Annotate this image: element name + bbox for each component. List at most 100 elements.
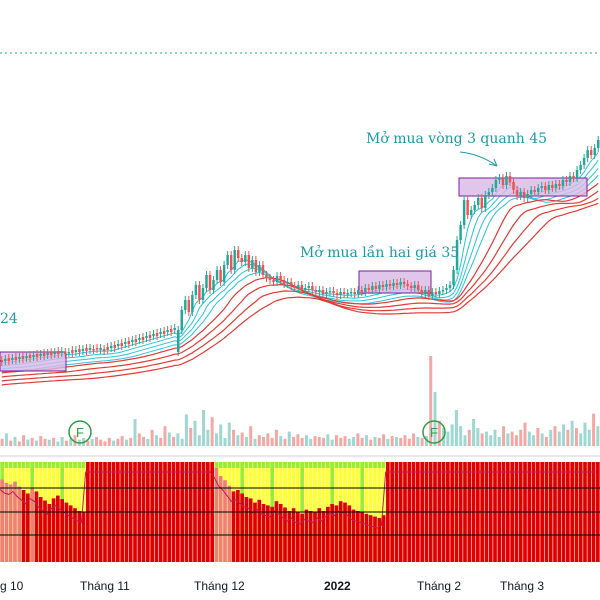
candle-body bbox=[304, 288, 307, 290]
candle-body bbox=[311, 286, 314, 290]
candle-body bbox=[505, 176, 508, 185]
osc-top-bar bbox=[321, 462, 326, 468]
candle-body bbox=[64, 352, 67, 354]
volume-bar bbox=[257, 435, 261, 446]
candle-body bbox=[148, 335, 152, 338]
osc-value-bar bbox=[278, 504, 283, 562]
candle-body bbox=[431, 292, 434, 296]
volume-bar bbox=[274, 429, 278, 446]
osc-value-bar bbox=[338, 501, 343, 562]
volume-bar bbox=[64, 440, 68, 446]
volume-bar bbox=[433, 392, 437, 446]
ma-slow-line bbox=[1, 202, 599, 386]
candle-body bbox=[402, 282, 406, 284]
candle-body bbox=[434, 292, 438, 294]
candle-body bbox=[233, 250, 236, 270]
candle-body bbox=[441, 290, 445, 292]
osc-top-bar bbox=[300, 462, 304, 468]
osc-top-bar bbox=[244, 462, 249, 468]
volume-bar bbox=[326, 434, 330, 446]
candle-body bbox=[57, 351, 60, 354]
osc-top-bar bbox=[30, 462, 34, 468]
candle-body bbox=[109, 346, 113, 348]
volume-bar bbox=[343, 436, 347, 446]
osc-value-bar bbox=[364, 513, 369, 562]
osc-value-bar bbox=[356, 511, 360, 562]
candle-body bbox=[332, 291, 335, 293]
osc-top-bar bbox=[296, 462, 300, 468]
volume-bar bbox=[163, 426, 167, 446]
candle-body bbox=[74, 350, 78, 352]
candle-body bbox=[353, 292, 356, 294]
volume-bar bbox=[566, 429, 570, 446]
volume-bar bbox=[172, 437, 176, 446]
candle-body bbox=[551, 185, 554, 188]
osc-top-bar bbox=[77, 462, 82, 468]
osc-value-bar bbox=[26, 493, 30, 562]
ma-slow-line bbox=[1, 182, 599, 374]
candle-body bbox=[145, 336, 148, 338]
osc-value-bar bbox=[30, 488, 34, 562]
volume-bar bbox=[52, 437, 56, 446]
volume-bar bbox=[527, 431, 531, 446]
candle-body bbox=[540, 186, 543, 188]
candle-body bbox=[286, 282, 289, 284]
volume-bar bbox=[407, 438, 411, 446]
candle-body bbox=[120, 343, 123, 346]
osc-top-bar bbox=[356, 462, 360, 468]
candle-body bbox=[268, 278, 272, 280]
candle-body bbox=[325, 292, 328, 294]
volume-bar bbox=[150, 429, 154, 446]
osc-top-bar bbox=[338, 462, 343, 468]
volume-bar bbox=[596, 426, 600, 446]
candle-body bbox=[162, 331, 166, 334]
ma-slow-line bbox=[1, 190, 599, 378]
candle-body bbox=[11, 358, 14, 360]
volume-bar bbox=[304, 435, 308, 446]
osc-value-bar bbox=[223, 480, 227, 562]
volume-bar bbox=[206, 429, 210, 446]
osc-top-bar bbox=[330, 462, 334, 468]
volume-bar bbox=[232, 429, 236, 446]
candle-body bbox=[300, 285, 303, 290]
candle-body bbox=[459, 225, 462, 240]
candle-body bbox=[477, 198, 480, 205]
osc-value-bar bbox=[231, 491, 236, 562]
candle-body bbox=[85, 348, 88, 351]
volume-bar bbox=[296, 434, 300, 446]
candle-body bbox=[395, 283, 399, 285]
osc-value-bar bbox=[240, 493, 244, 562]
candle-body bbox=[134, 339, 138, 342]
candle-body bbox=[159, 332, 162, 334]
candle-body bbox=[388, 284, 392, 286]
osc-value-bar bbox=[287, 511, 292, 562]
candle-body bbox=[427, 290, 431, 296]
osc-value-bar bbox=[77, 511, 82, 562]
volume-bar bbox=[107, 437, 111, 446]
osc-value-bar bbox=[244, 497, 249, 562]
candle-body bbox=[222, 265, 226, 282]
candle-body bbox=[212, 280, 215, 290]
volume-bar bbox=[210, 417, 214, 446]
volume-bar bbox=[403, 435, 407, 446]
volume-bar bbox=[592, 413, 596, 446]
osc-top-bar bbox=[274, 462, 279, 468]
osc-top-bar bbox=[21, 462, 26, 468]
candle-body bbox=[173, 328, 176, 330]
candle-body bbox=[473, 205, 476, 210]
volume-bar bbox=[86, 440, 90, 446]
osc-value-bar bbox=[43, 500, 47, 562]
osc-value-bar bbox=[257, 499, 262, 562]
candle-body bbox=[35, 354, 39, 357]
osc-value-bar bbox=[253, 502, 257, 562]
candle-body bbox=[452, 270, 455, 285]
volume-bar bbox=[549, 429, 553, 446]
osc-value-bar bbox=[13, 481, 17, 562]
volume-bar bbox=[202, 410, 206, 446]
candle-body bbox=[124, 342, 127, 344]
volume-bar bbox=[476, 428, 480, 446]
osc-value-bar bbox=[236, 490, 240, 562]
candle-body bbox=[593, 148, 596, 155]
osc-top-bar bbox=[343, 462, 347, 468]
volume-bar bbox=[459, 426, 463, 446]
